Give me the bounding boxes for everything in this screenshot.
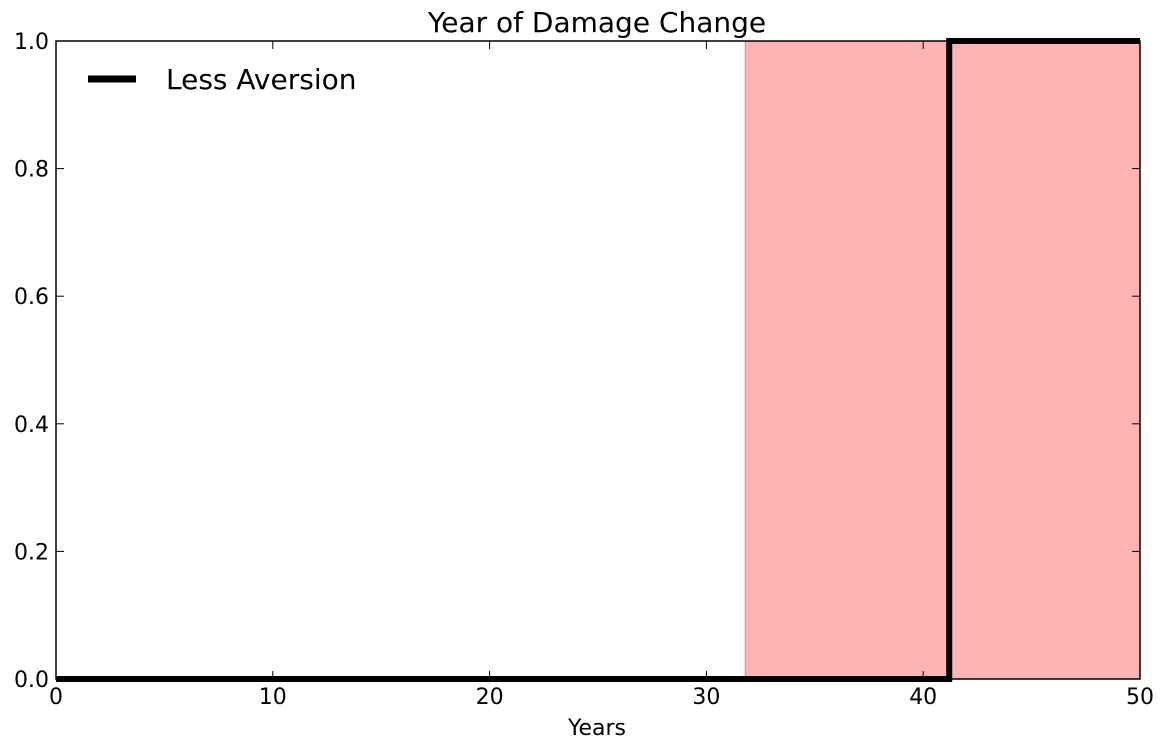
shaded-region: [745, 41, 1140, 679]
plot-area: [55, 38, 1141, 682]
y-tick-label: 0.8: [14, 158, 49, 183]
x-tick-label: 40: [909, 685, 937, 710]
y-tick-label: 1.0: [14, 30, 49, 55]
axes-frame: [55, 40, 1141, 680]
x-axis-label: Years: [567, 716, 626, 741]
x-tick-label: 30: [692, 685, 720, 710]
y-tick-label: 0.4: [14, 413, 49, 438]
legend-label-less-aversion: Less Aversion: [166, 63, 356, 96]
chart-title: Year of Damage Change: [427, 6, 766, 39]
x-tick-label: 10: [259, 685, 287, 710]
axis-ticks: 0 10 20 30 40 50 0.0 0.2 0.4 0.6 0.8 1.0: [14, 30, 1154, 710]
y-tick-label: 0.2: [14, 540, 49, 565]
y-tick-label: 0.0: [14, 668, 49, 693]
x-tick-label: 20: [476, 685, 504, 710]
legend: Less Aversion: [88, 63, 356, 96]
y-tick-label: 0.6: [14, 285, 49, 310]
x-tick-label: 0: [49, 685, 63, 710]
x-tick-label: 50: [1126, 685, 1154, 710]
